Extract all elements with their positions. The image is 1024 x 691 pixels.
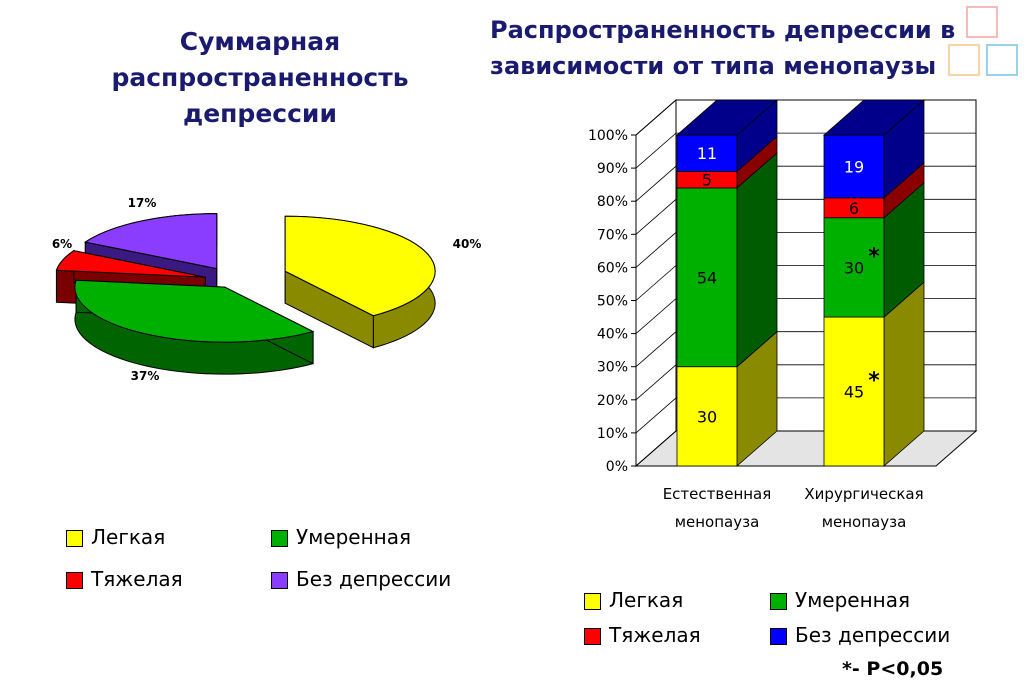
legend-swatch <box>584 628 601 645</box>
pie-slice-group <box>284 215 436 349</box>
bar-segment <box>823 316 885 467</box>
legend-item-none: Без депрессии <box>770 623 950 647</box>
legend-label: Умеренная <box>795 588 911 612</box>
bar-segment <box>676 187 738 368</box>
bar-data-label: 6 <box>849 199 859 218</box>
y-tick-label: 90% <box>597 161 628 177</box>
pie-data-label: 6% <box>52 237 72 251</box>
legend-swatch <box>770 593 787 610</box>
legend-swatch <box>770 628 787 645</box>
legend-label: Легкая <box>609 588 684 612</box>
significance-note: *- P<0,05 <box>842 658 944 680</box>
face-icon <box>966 6 998 38</box>
y-tick-label: 60% <box>597 260 628 276</box>
legend-item-none: Без депрессии <box>271 567 451 591</box>
face-icon <box>948 44 980 76</box>
bar-data-label: 30 <box>844 258 864 277</box>
legend-item-moderate: Умеренная <box>271 525 411 549</box>
legend-swatch <box>66 572 83 589</box>
significance-star: * <box>868 244 880 269</box>
bar-data-label: 30 <box>697 407 717 426</box>
pie-slice <box>74 279 315 343</box>
bar-segment <box>676 366 738 467</box>
legend-swatch <box>271 572 288 589</box>
legend-label: Легкая <box>91 525 166 549</box>
y-tick-label: 10% <box>597 426 628 442</box>
bar-title-line: Распространенность депрессии в <box>490 16 956 44</box>
pie-slice <box>55 250 206 278</box>
pie-slice <box>84 213 218 270</box>
bar-title-line: зависимости от типа менопаузы <box>490 52 937 80</box>
pie-title-line: Суммарная <box>179 27 341 56</box>
bar-segment <box>676 134 738 172</box>
bar-top <box>822 99 926 136</box>
legend-swatch <box>271 530 288 547</box>
legend-item-moderate: Умеренная <box>770 588 910 612</box>
y-tick-label: 40% <box>597 327 628 343</box>
pie-chart-title: Суммарная распространенность депрессии <box>60 24 460 132</box>
legend-label: Тяжелая <box>91 567 183 591</box>
pie-data-label: 40% <box>453 237 482 251</box>
y-tick-label: 20% <box>597 393 628 409</box>
face-icon <box>986 44 1018 76</box>
x-tick-label: менопауза <box>822 513 907 531</box>
bar-data-label: 45 <box>844 383 864 402</box>
pie-data-label: 37% <box>131 369 160 383</box>
pie-slice <box>284 215 436 317</box>
legend-label: Тяжелая <box>609 623 701 647</box>
y-tick-label: 100% <box>588 128 628 144</box>
legend-label: Без депрессии <box>296 567 452 591</box>
bar-top <box>675 99 779 136</box>
x-tick-label: Естественная <box>663 485 772 503</box>
legend-swatch <box>584 593 601 610</box>
y-tick-label: 50% <box>597 294 628 310</box>
bar-segment <box>823 217 885 318</box>
significance-star: * <box>868 369 880 394</box>
bar-chart-title: Распространенность депрессии в зависимос… <box>490 12 990 84</box>
pie-slice-group <box>74 279 315 375</box>
legend-label: Без депрессии <box>795 623 951 647</box>
legend-item-severe: Тяжелая <box>66 567 183 591</box>
legend-item-severe: Тяжелая <box>584 623 701 647</box>
x-tick-label: менопауза <box>675 513 760 531</box>
bar-side <box>736 152 778 368</box>
y-tick-label: 30% <box>597 360 628 376</box>
legend-label: Умеренная <box>296 525 412 549</box>
bar-segment <box>823 134 885 199</box>
y-tick-label: 70% <box>597 227 628 243</box>
pie-title-line: депрессии <box>183 99 337 128</box>
bar-data-label: 19 <box>844 157 864 176</box>
legend-item-mild: Легкая <box>66 525 165 549</box>
y-tick-label: 80% <box>597 194 628 210</box>
bar-data-label: 54 <box>697 268 717 287</box>
bar-data-label: 5 <box>702 171 712 190</box>
pie-title-line: распространенность <box>111 63 409 92</box>
y-tick-label: 0% <box>606 459 628 475</box>
x-tick-label: Хирургическая <box>804 485 923 503</box>
legend-item-mild: Легкая <box>584 588 683 612</box>
legend-swatch <box>66 530 83 547</box>
bar-data-label: 11 <box>697 144 717 163</box>
pie-data-label: 17% <box>128 196 157 210</box>
